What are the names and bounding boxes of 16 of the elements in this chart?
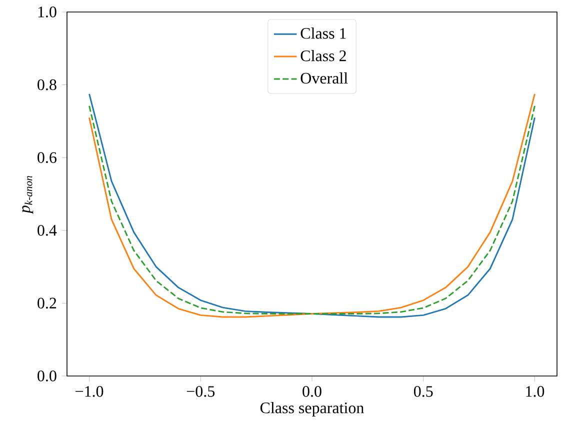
- x-tick-label: 0.0: [302, 386, 322, 397]
- y-axis-title: p$_{k-anon}$: [22, 176, 34, 214]
- x-tick-label: −1.0: [76, 386, 104, 397]
- y-tick-label: 0.6: [38, 152, 56, 164]
- y-tick-label: 0.8: [38, 79, 56, 90]
- legend-label: Overall: [300, 72, 348, 84]
- y-tick-label: 0.4: [38, 224, 57, 236]
- legend-label: Class 1: [300, 28, 346, 39]
- x-tick-label: 1.0: [526, 386, 544, 397]
- x-tick-label: 0.5: [414, 386, 433, 397]
- legend-label: Class 2: [300, 50, 346, 62]
- y-tick-label: 1.0: [38, 6, 56, 18]
- x-tick-label: −0.5: [186, 386, 215, 397]
- x-axis-title: Class separation: [260, 402, 364, 417]
- y-tick-label: 0.0: [38, 370, 56, 382]
- y-tick-label: 0.2: [38, 298, 56, 309]
